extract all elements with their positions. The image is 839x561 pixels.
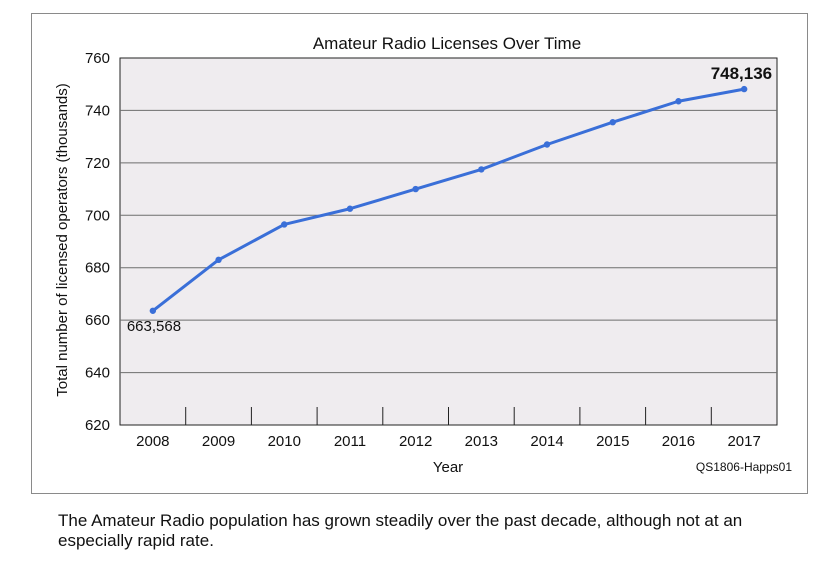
- figure-caption: The Amateur Radio population has grown s…: [58, 511, 743, 550]
- series-line: [151, 87, 746, 313]
- y-axis-label: Total number of licensed operators (thou…: [54, 83, 71, 397]
- x-tick-label: 2011: [334, 433, 366, 450]
- x-tick-label: 2008: [136, 433, 169, 450]
- x-axis-label: Year: [433, 459, 463, 476]
- x-tick-label: 2016: [662, 433, 695, 450]
- y-tick-label: 660: [85, 312, 110, 329]
- data-point: [609, 119, 616, 126]
- x-tick-label: 2015: [596, 433, 629, 450]
- y-tick-label: 680: [85, 260, 110, 277]
- y-tick-label: 760: [85, 50, 110, 67]
- x-tick-label: 2010: [268, 433, 301, 450]
- line-chart: Amateur Radio Licenses Over Time 620 640 6…: [54, 34, 792, 476]
- data-point: [543, 141, 551, 148]
- data-point: [281, 221, 288, 228]
- y-tick-label: 620: [85, 417, 110, 434]
- x-tick-label: 2013: [465, 433, 498, 450]
- data-point: [740, 85, 748, 93]
- y-tick-label: 740: [85, 102, 110, 119]
- last-value-label: 748,136: [711, 64, 772, 83]
- data-point: [346, 205, 354, 212]
- y-tick-label: 640: [85, 365, 110, 382]
- chart-title: Amateur Radio Licenses Over Time: [313, 34, 581, 53]
- source-code-label: QS1806-Happs01: [696, 460, 792, 474]
- y-tick-label: 700: [85, 207, 110, 224]
- y-tick-label: 720: [85, 155, 110, 172]
- x-tick-label: 2017: [727, 433, 760, 450]
- data-point: [149, 307, 157, 314]
- data-point: [215, 256, 222, 264]
- plot-area: [119, 57, 778, 426]
- x-tick-label: 2009: [202, 433, 235, 450]
- data-point: [478, 166, 485, 173]
- x-tick-label: 2012: [399, 433, 432, 450]
- first-value-label: 663,568: [127, 318, 181, 335]
- data-point: [412, 185, 419, 193]
- x-tick-label: 2014: [530, 433, 563, 450]
- data-point: [675, 98, 682, 105]
